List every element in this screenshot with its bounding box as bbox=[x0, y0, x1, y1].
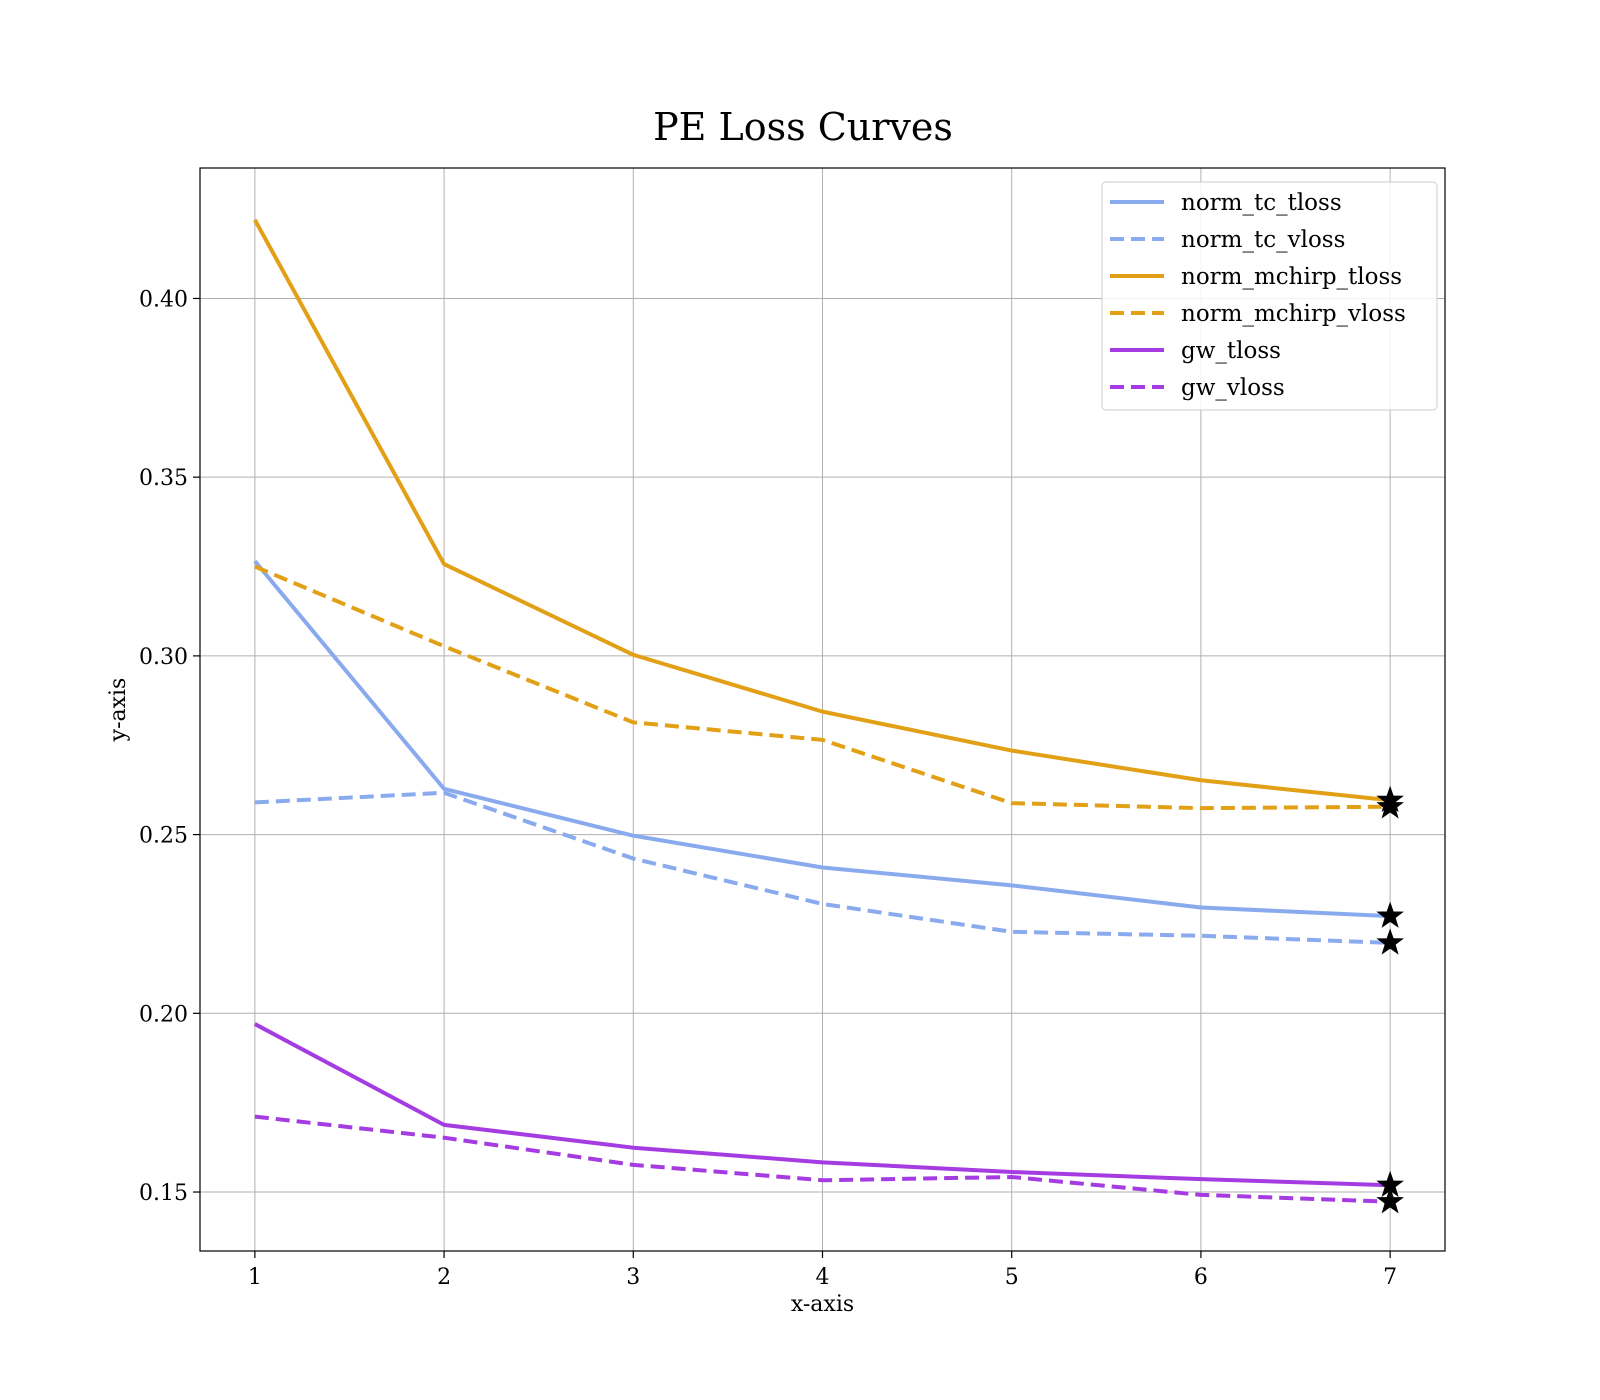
star-marker-norm-tc-vloss bbox=[1376, 928, 1404, 955]
y-tick-label: 0.30 bbox=[139, 645, 188, 670]
series-line-gw-tloss bbox=[253, 1022, 1391, 1188]
legend-label: norm_tc_tloss bbox=[1181, 190, 1342, 216]
legend-box bbox=[1101, 181, 1438, 411]
star-marker-gw-vloss bbox=[1376, 1187, 1404, 1214]
legend-label: gw_tloss bbox=[1181, 338, 1281, 364]
chart-title: PE Loss Curves bbox=[653, 105, 953, 149]
x-tick-label: 7 bbox=[1383, 1265, 1397, 1290]
y-tick-label: 0.35 bbox=[139, 466, 188, 491]
series-line-norm-tc-tloss bbox=[253, 559, 1391, 919]
series-line-norm-tc-vloss bbox=[254, 790, 1391, 945]
x-tick-label: 3 bbox=[626, 1265, 640, 1290]
end-markers bbox=[1376, 785, 1404, 1214]
x-tick-label: 4 bbox=[816, 1265, 830, 1290]
star-marker-norm-tc-tloss bbox=[1376, 901, 1404, 928]
legend-label: norm_mchirp_tloss bbox=[1181, 264, 1402, 290]
y-tick-label: 0.20 bbox=[139, 1002, 188, 1027]
axis-ticks: 1 2 3 4 5 6 7 0.15 0.20 0.25 0.30 0.35 0.40 bbox=[139, 287, 1397, 1290]
legend: norm_tc_tloss norm_tc_vloss norm_mchirp_tl… bbox=[1101, 181, 1438, 411]
legend-label: norm_tc_vloss bbox=[1181, 227, 1345, 253]
series-line-gw-vloss bbox=[254, 1114, 1391, 1204]
legend-label: gw_vloss bbox=[1181, 375, 1285, 401]
y-tick-label: 0.15 bbox=[139, 1181, 188, 1206]
x-tick-label: 5 bbox=[1005, 1265, 1019, 1290]
series-lines bbox=[253, 218, 1391, 1204]
series-line-norm-mchirp-vloss bbox=[254, 564, 1391, 811]
legend-label: norm_mchirp_vloss bbox=[1181, 301, 1406, 327]
x-tick-label: 2 bbox=[437, 1265, 451, 1290]
x-tick-label: 6 bbox=[1194, 1265, 1208, 1290]
y-tick-label: 0.25 bbox=[139, 824, 188, 849]
x-axis-label: x-axis bbox=[791, 1292, 854, 1317]
star-marker-norm-mchirp-vloss bbox=[1376, 792, 1404, 819]
series-line-norm-mchirp-tloss bbox=[253, 218, 1391, 803]
x-tick-label: 1 bbox=[248, 1265, 262, 1290]
y-tick-label: 0.40 bbox=[139, 287, 188, 312]
y-axis-label: y-axis bbox=[106, 678, 131, 743]
